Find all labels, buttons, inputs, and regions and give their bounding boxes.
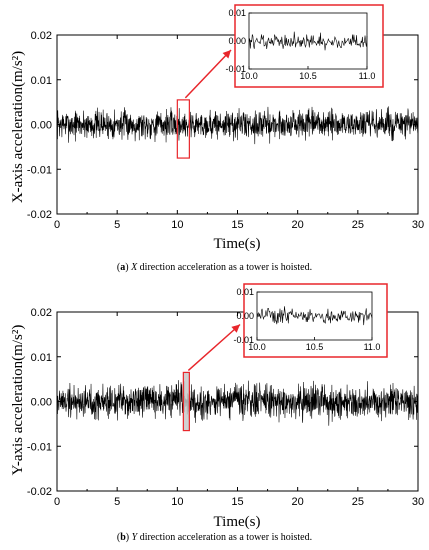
inset-x-tick-label: 10.5 [306, 342, 324, 352]
y-tick-label: 0.00 [31, 120, 52, 132]
inset-x-tick-label: 10.0 [248, 342, 266, 352]
x-tick-label: 0 [54, 496, 60, 508]
inset-x-tick-label: 11.0 [359, 71, 376, 81]
y-tick-label: 0.02 [31, 30, 52, 42]
inset-y-tick-label: 0.01 [236, 287, 254, 297]
x-tick-label: 5 [114, 496, 120, 508]
caption-b: (b) Y direction acceleration as a tower … [116, 532, 313, 543]
caption-a: (a) X direction acceleration as a tower … [116, 262, 313, 273]
highlight-region [176, 99, 190, 159]
x-tick-label: 5 [114, 219, 120, 231]
inset-signal-trace [256, 306, 373, 326]
y-tick-label: -0.02 [27, 209, 52, 221]
y-tick-label: -0.02 [27, 486, 52, 498]
x-tick-label: 15 [231, 219, 243, 231]
inset-x-tick-label: 10.0 [240, 71, 258, 81]
x-axis-label: Time(s) [214, 514, 261, 530]
y-tick-label: 0.00 [31, 397, 52, 409]
y-axis-label: Y-axis acceleration(m/s²) [10, 325, 26, 476]
y-tick-label: 0.01 [31, 75, 52, 87]
highlight-region [182, 371, 190, 432]
inset-y-tick-label: 0.00 [236, 311, 254, 321]
y-tick-label: -0.01 [27, 164, 52, 176]
x-tick-label: 25 [352, 219, 364, 231]
x-tick-label: 30 [412, 219, 424, 231]
zoom-arrow [187, 323, 241, 371]
inset-x-tick-label: 11.0 [364, 342, 381, 352]
zoom-arrow-head [222, 50, 231, 59]
x-tick-label: 15 [231, 496, 243, 508]
x-tick-label: 25 [352, 496, 364, 508]
x-tick-label: 20 [292, 219, 304, 231]
zoom-arrow-head [231, 324, 240, 333]
chart-x-acceleration: X-axis acceleration(m/s²) Time(s) 0 5 10 15… [10, 4, 424, 252]
y-tick-label: 0.01 [31, 352, 52, 364]
inset-box [234, 4, 384, 88]
y-tick-label: 0.02 [31, 307, 52, 319]
x-tick-label: 10 [171, 496, 183, 508]
chart-y-acceleration: Y-axis acceleration(m/s²) Time(s) 0 5 10 15… [10, 283, 424, 530]
inset-y-tick-label: -0.01 [225, 64, 246, 74]
signal-trace [56, 380, 419, 426]
inset-signal-trace [248, 31, 368, 51]
inset-y-tick-label: -0.01 [233, 335, 254, 345]
inset-x-tick-label: 10.5 [299, 71, 317, 81]
x-axis-label: Time(s) [214, 236, 261, 252]
y-axis-label: X-axis acceleration(m/s²) [10, 51, 26, 203]
inset-y-tick-label: 0.01 [228, 8, 246, 18]
signal-trace [56, 106, 419, 145]
y-tick-label: -0.01 [27, 441, 52, 453]
x-tick-label: 20 [292, 496, 304, 508]
x-tick-label: 0 [54, 219, 60, 231]
x-tick-label: 30 [412, 496, 424, 508]
x-tick-label: 10 [171, 219, 183, 231]
zoom-arrow [184, 49, 232, 99]
inset-y-tick-label: 0.00 [228, 36, 246, 46]
